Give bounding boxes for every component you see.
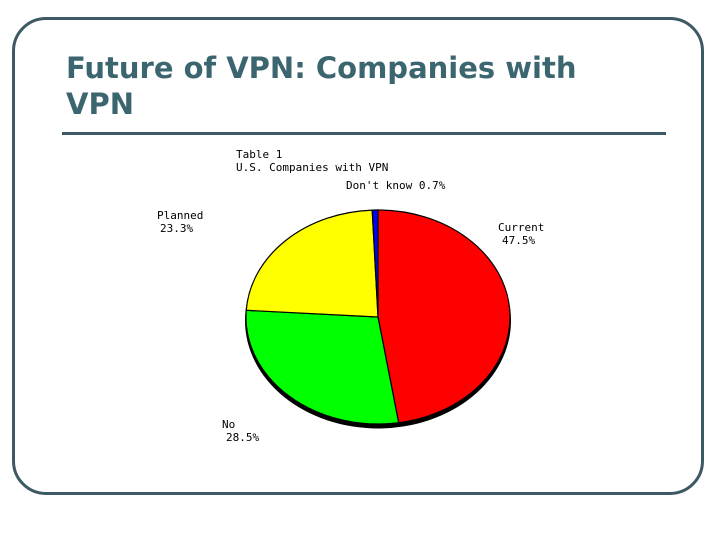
chart-subtitle: U.S. Companies with VPN xyxy=(236,161,388,174)
slice-label-no: No 28.5% xyxy=(222,418,259,444)
pie-slice-no xyxy=(245,309,400,425)
pie-slice-planned xyxy=(245,209,379,318)
chart-title: Table 1 xyxy=(236,148,282,161)
svg-text:Don't know 0.7%: Don't know 0.7% xyxy=(346,179,446,192)
slice-label-no-name: No xyxy=(222,418,235,431)
slide-title: Future of VPN: Companies with VPN xyxy=(66,50,666,122)
slice-label-dont-know-value: 0.7% xyxy=(419,179,446,192)
slice-label-planned-value: 23.3% xyxy=(160,222,193,235)
pie-slices xyxy=(245,209,511,429)
slice-label-current-name: Current xyxy=(498,221,544,234)
title-divider xyxy=(62,132,666,135)
slice-label-planned-name: Planned xyxy=(157,209,203,222)
slice-label-dont-know: Don't know 0.7% xyxy=(346,179,446,192)
slice-label-no-value: 28.5% xyxy=(226,431,259,444)
slice-label-dont-know-name: Don't know xyxy=(346,179,413,192)
slice-label-current: Current 47.5% xyxy=(498,221,544,247)
slice-label-current-value: 47.5% xyxy=(502,234,535,247)
pie-slice-don-t-know xyxy=(371,209,379,318)
slide-title-line2: VPN xyxy=(66,87,134,121)
slide-title-line1: Future of VPN: Companies with xyxy=(66,51,577,85)
slice-label-planned: Planned 23.3% xyxy=(157,209,203,235)
pie-slice-current xyxy=(377,209,511,424)
